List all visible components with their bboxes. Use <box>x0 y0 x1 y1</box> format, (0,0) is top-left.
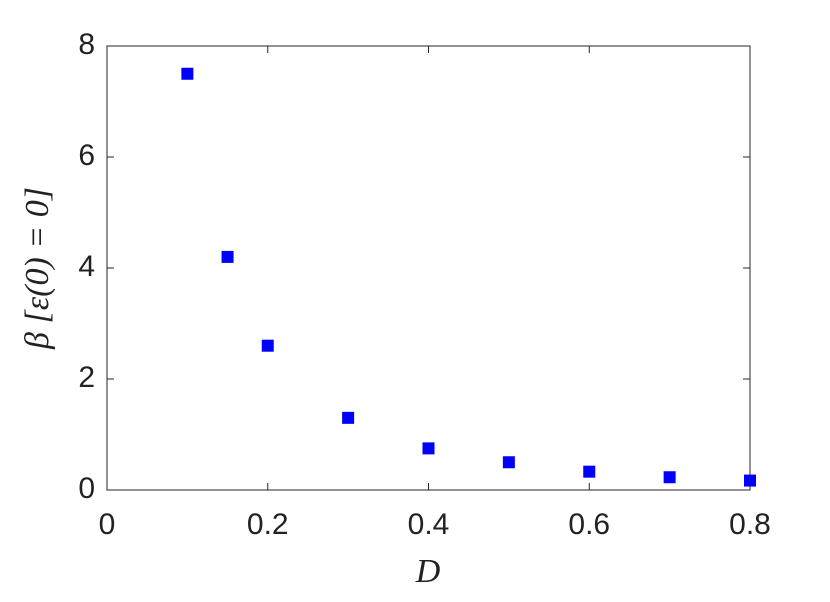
point <box>583 465 596 478</box>
x-tick-label: 0.4 <box>408 508 450 541</box>
point <box>502 456 515 469</box>
x-tick-label: 0 <box>99 508 116 541</box>
x-axis-label: D <box>415 553 441 590</box>
point <box>663 471 676 484</box>
point <box>221 250 234 263</box>
point <box>261 339 274 352</box>
point <box>422 442 435 455</box>
y-tick-label: 8 <box>78 28 95 61</box>
y-tick-label: 6 <box>78 139 95 172</box>
y-tick-label: 4 <box>78 250 95 283</box>
point <box>181 67 194 80</box>
x-tick-label: 0.8 <box>729 508 771 541</box>
point <box>342 411 355 424</box>
axes-box <box>106 45 751 491</box>
x-tick-label: 0.6 <box>568 508 610 541</box>
x-tick-label: 0.2 <box>247 508 289 541</box>
point <box>744 474 756 487</box>
y-tick-label: 0 <box>78 472 95 505</box>
y-axis-label: β [ε(0) = 0] <box>19 187 56 350</box>
y-tick-label: 2 <box>78 361 95 394</box>
